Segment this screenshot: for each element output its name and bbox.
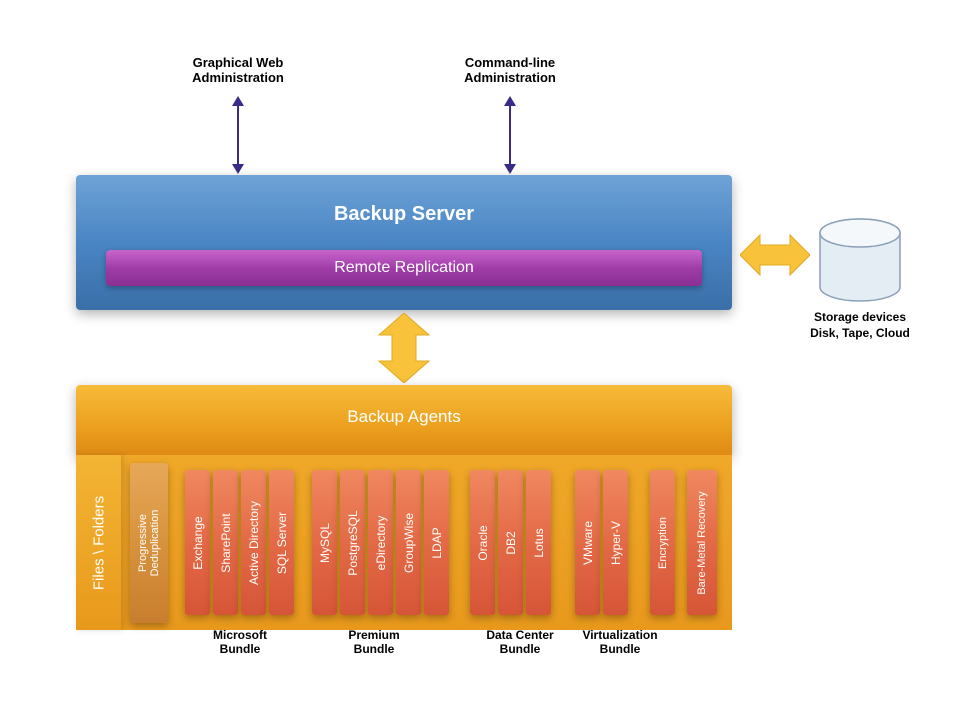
files-folders-box: Files \ Folders bbox=[76, 455, 121, 630]
backup-server-title: Backup Server bbox=[76, 175, 732, 226]
text: SharePoint bbox=[219, 513, 233, 572]
text: Oracle bbox=[476, 525, 490, 560]
text: VMware bbox=[581, 520, 595, 564]
backup-agents-title: Backup Agents bbox=[347, 407, 460, 426]
text: Hyper-V bbox=[609, 520, 623, 564]
text: PostgreSQL bbox=[346, 510, 360, 575]
text: SQL Server bbox=[275, 511, 289, 573]
agent-item: Bare-Metal Recovery bbox=[687, 470, 717, 615]
bundle-label: VirtualizationBundle bbox=[570, 628, 670, 657]
arrowhead-down-icon bbox=[232, 164, 244, 174]
text: GroupWise bbox=[402, 512, 416, 572]
text: MySQL bbox=[318, 522, 332, 562]
text: LDAP bbox=[430, 527, 444, 558]
storage-cylinder-icon bbox=[810, 215, 910, 310]
agent-item: VMware bbox=[575, 470, 600, 615]
text: Files \ Folders bbox=[90, 495, 107, 589]
progressive-dedup-item: ProgressiveDeduplication bbox=[130, 463, 168, 623]
bidirectional-arrow-horizontal-icon bbox=[740, 230, 810, 280]
bundle-label: PremiumBundle bbox=[324, 628, 424, 657]
bundle-label: MicrosoftBundle bbox=[190, 628, 290, 657]
remote-replication-bar: Remote Replication bbox=[106, 250, 702, 286]
graphical-admin-label: Graphical WebAdministration bbox=[168, 55, 308, 85]
text: ProgressiveDeduplication bbox=[137, 510, 161, 577]
backup-agents-title-box: Backup Agents bbox=[76, 385, 732, 455]
text: Command-lineAdministration bbox=[464, 55, 556, 85]
agent-item: DB2 bbox=[498, 470, 523, 615]
agent-item: Hyper-V bbox=[603, 470, 628, 615]
text: eDirectory bbox=[374, 515, 388, 570]
bundle-label: Data CenterBundle bbox=[470, 628, 570, 657]
text: DB2 bbox=[504, 531, 518, 554]
commandline-admin-label: Command-lineAdministration bbox=[440, 55, 580, 85]
agent-item: eDirectory bbox=[368, 470, 393, 615]
text: Exchange bbox=[191, 516, 205, 569]
text: Bare-Metal Recovery bbox=[696, 491, 708, 594]
agent-item: SQL Server bbox=[269, 470, 294, 615]
agent-item: LDAP bbox=[424, 470, 449, 615]
agent-item: MySQL bbox=[312, 470, 337, 615]
agent-item: GroupWise bbox=[396, 470, 421, 615]
arrow-line bbox=[509, 104, 511, 166]
arrow-line bbox=[237, 104, 239, 166]
storage-label: Storage devices Disk, Tape, Cloud bbox=[780, 310, 940, 341]
text: Encryption bbox=[657, 517, 669, 569]
agent-item: SharePoint bbox=[213, 470, 238, 615]
agent-item: Active Directory bbox=[241, 470, 266, 615]
bidirectional-arrow-vertical-icon bbox=[374, 313, 434, 383]
agent-item: Oracle bbox=[470, 470, 495, 615]
agent-item: PostgreSQL bbox=[340, 470, 365, 615]
text: Active Directory bbox=[247, 500, 261, 584]
agent-item: Lotus bbox=[526, 470, 551, 615]
text: Graphical WebAdministration bbox=[192, 55, 284, 85]
text: Lotus bbox=[532, 528, 546, 557]
agent-item: Exchange bbox=[185, 470, 210, 615]
text: Disk, Tape, Cloud bbox=[780, 326, 940, 342]
arrowhead-down-icon bbox=[504, 164, 516, 174]
text: Storage devices bbox=[780, 310, 940, 326]
agent-item: Encryption bbox=[650, 470, 675, 615]
backup-server-box: Backup Server Remote Replication bbox=[76, 175, 732, 310]
